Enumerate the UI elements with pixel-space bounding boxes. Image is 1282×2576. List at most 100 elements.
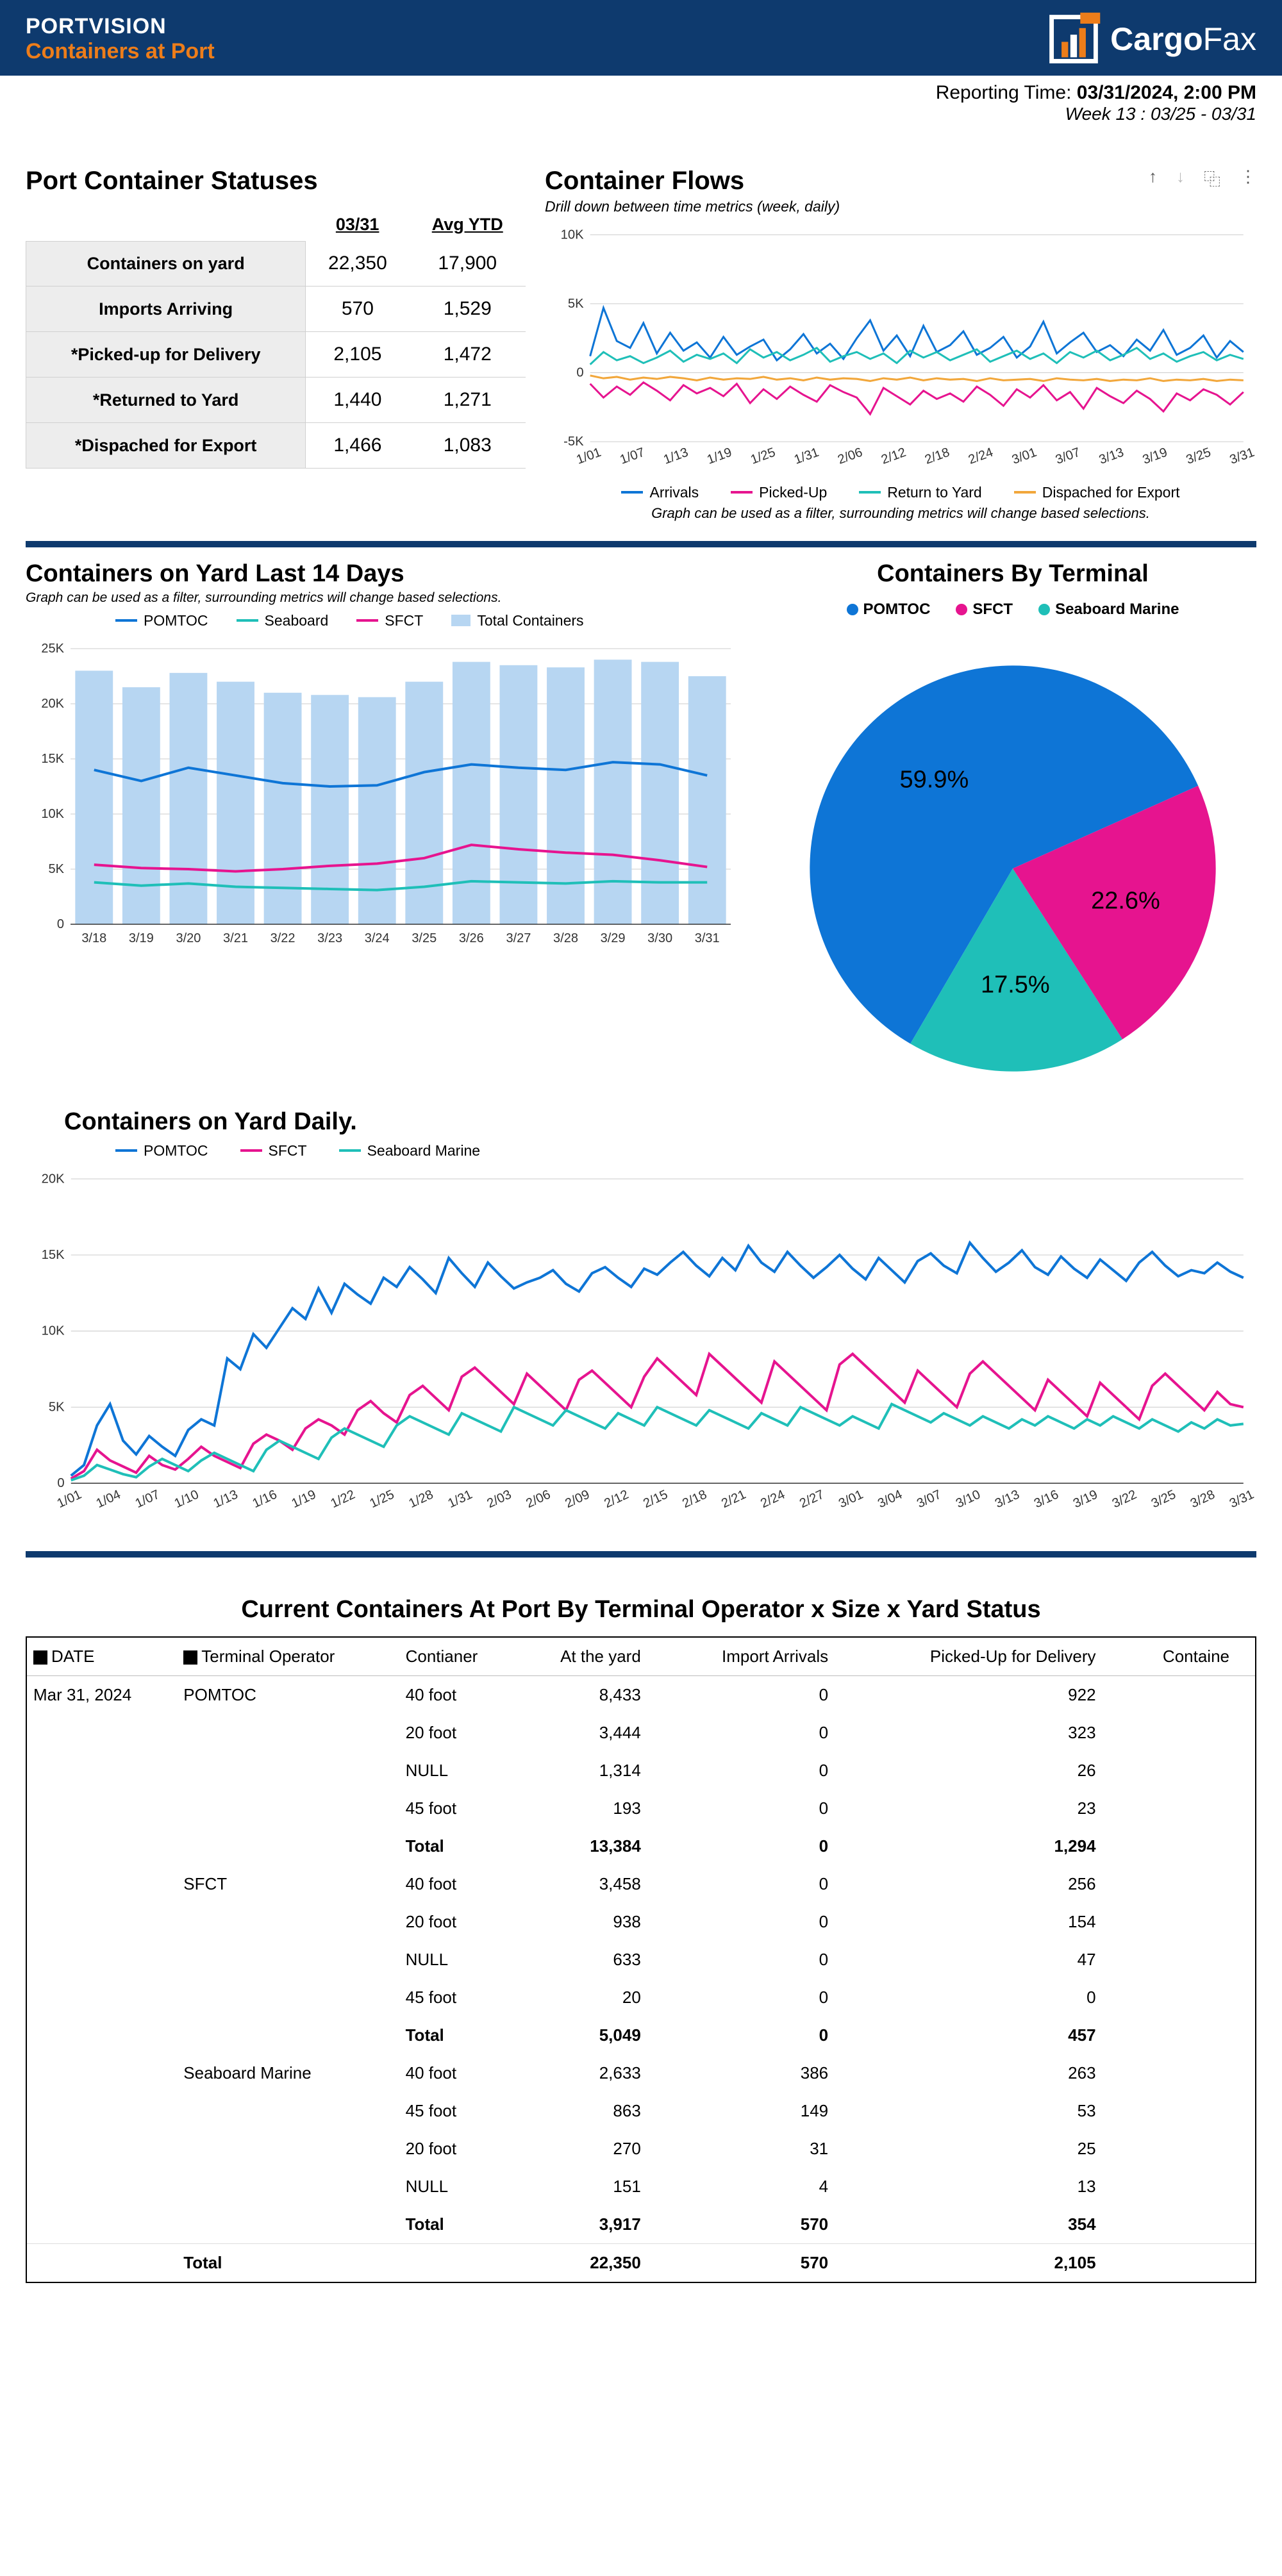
table-row: 20 foot 938 0 154 — [27, 1903, 1255, 1941]
svg-text:3/20: 3/20 — [176, 931, 201, 945]
flows-toolbar: ↑ ↓ ⿻ ⋮ — [1149, 167, 1256, 190]
big-table-title: Current Containers At Port By Terminal O… — [26, 1596, 1256, 1624]
status-row-v1: 22,350 — [306, 241, 410, 287]
pie-title: Containers By Terminal — [769, 560, 1256, 588]
legend-item[interactable]: Seaboard — [237, 612, 329, 629]
svg-text:25K: 25K — [41, 642, 64, 656]
table-row: SFCT 40 foot 3,458 0 256 — [27, 1865, 1255, 1903]
status-row-label: *Picked-up for Delivery — [26, 332, 306, 378]
report-week: Week 13 : 03/25 - 03/31 — [26, 104, 1256, 124]
app-title: PORTVISION — [26, 14, 215, 39]
legend-item[interactable]: Total Containers — [451, 612, 583, 629]
pie-legend-item[interactable]: SFCT — [956, 601, 1013, 619]
flows-chart[interactable]: -5K05K10K1/011/071/131/191/251/312/062/1… — [545, 215, 1256, 474]
svg-text:1/07: 1/07 — [618, 445, 646, 467]
flows-subtitle: Drill down between time metrics (week, d… — [545, 198, 840, 215]
drill-up-icon[interactable]: ↑ — [1149, 167, 1157, 190]
logo-text: CargoFax — [1110, 21, 1256, 58]
svg-text:1/10: 1/10 — [172, 1488, 201, 1511]
expand-icon[interactable]: ⿻ — [1204, 167, 1220, 190]
svg-text:10K: 10K — [42, 1324, 65, 1338]
legend-item[interactable]: Dispached for Export — [1014, 484, 1180, 501]
pie-legend-item[interactable]: Seaboard Marine — [1038, 601, 1179, 619]
table-row: 20 foot 270 31 25 — [27, 2130, 1255, 2168]
svg-text:1/13: 1/13 — [662, 445, 690, 467]
table-subtotal-row: Total 3,917 570 354 — [27, 2206, 1255, 2244]
svg-text:3/22: 3/22 — [271, 931, 296, 945]
legend-item[interactable]: Return to Yard — [859, 484, 981, 501]
svg-text:10K: 10K — [41, 807, 64, 821]
flows-legend: Arrivals Picked-Up Return to Yard Dispached… — [545, 484, 1256, 501]
table-row: 45 foot 863 149 53 — [27, 2092, 1255, 2130]
legend-item[interactable]: Arrivals — [621, 484, 699, 501]
legend-item[interactable]: POMTOC — [115, 1142, 208, 1159]
svg-text:3/23: 3/23 — [317, 931, 342, 945]
report-time: Reporting Time: 03/31/2024, 2:00 PM Week… — [0, 76, 1282, 128]
table-header[interactable]: Containe — [1122, 1638, 1255, 1676]
svg-text:1/25: 1/25 — [749, 445, 777, 467]
svg-text:3/01: 3/01 — [837, 1488, 865, 1511]
table-row: NULL 151 4 13 — [27, 2168, 1255, 2206]
svg-text:2/06: 2/06 — [524, 1488, 553, 1511]
svg-text:2/12: 2/12 — [879, 445, 908, 467]
table-header[interactable]: Picked-Up for Delivery — [854, 1638, 1121, 1676]
table-subtotal-row: Total 5,049 0 457 — [27, 2016, 1255, 2054]
table-row: Mar 31, 2024 POMTOC 40 foot 8,433 0 922 — [27, 1675, 1255, 1714]
pie-legend-item[interactable]: POMTOC — [847, 601, 931, 619]
legend-item[interactable]: Seaboard Marine — [339, 1142, 480, 1159]
flows-panel: Container Flows Drill down between time … — [545, 167, 1256, 522]
svg-text:2/15: 2/15 — [641, 1488, 670, 1511]
table-grandtotal-row: Total 22,350 570 2,105 — [27, 2243, 1255, 2282]
table-header[interactable]: DATE — [27, 1638, 177, 1676]
daily-chart[interactable]: 05K10K15K20K1/011/041/071/101/131/161/19… — [26, 1166, 1256, 1529]
svg-text:2/27: 2/27 — [797, 1488, 826, 1511]
svg-text:3/24: 3/24 — [365, 931, 390, 945]
svg-text:-5K: -5K — [563, 435, 584, 449]
drill-down-icon[interactable]: ↓ — [1176, 167, 1185, 190]
table-header[interactable]: At the yard — [514, 1638, 667, 1676]
svg-text:3/22: 3/22 — [1110, 1488, 1139, 1511]
status-row-label: Imports Arriving — [26, 287, 306, 332]
svg-text:3/29: 3/29 — [601, 931, 626, 945]
legend-item[interactable]: POMTOC — [115, 612, 208, 629]
report-time-label: Reporting Time: — [936, 82, 1072, 103]
svg-text:15K: 15K — [42, 1248, 65, 1262]
svg-text:20K: 20K — [41, 697, 64, 711]
legend-item[interactable]: SFCT — [240, 1142, 307, 1159]
status-row-v1: 1,466 — [306, 423, 410, 469]
svg-text:1/19: 1/19 — [705, 445, 733, 467]
status-row-label: Containers on yard — [26, 241, 306, 287]
table-header[interactable]: Import Arrivals — [667, 1638, 854, 1676]
table-row: NULL 633 0 47 — [27, 1941, 1255, 1979]
svg-text:3/07: 3/07 — [1054, 445, 1082, 467]
table-header[interactable]: Contianer — [399, 1638, 515, 1676]
svg-text:3/07: 3/07 — [915, 1488, 944, 1511]
svg-text:1/13: 1/13 — [212, 1488, 240, 1511]
table-header[interactable]: Terminal Operator — [177, 1638, 399, 1676]
status-row-v1: 1,440 — [306, 378, 410, 423]
legend-item[interactable]: Picked-Up — [731, 484, 827, 501]
yard14-panel: Containers on Yard Last 14 Days Graph ca… — [26, 560, 744, 1083]
svg-text:1/28: 1/28 — [406, 1488, 435, 1511]
svg-text:1/31: 1/31 — [445, 1488, 474, 1511]
legend-item[interactable]: SFCT — [356, 612, 423, 629]
page-subtitle: Containers at Port — [26, 39, 215, 64]
logo-text-bold: Cargo — [1110, 21, 1203, 57]
svg-text:5K: 5K — [49, 862, 65, 876]
flows-note: Graph can be used as a filter, surroundi… — [545, 505, 1256, 522]
status-row-v2: 17,900 — [409, 241, 526, 287]
status-col1: 03/31 — [306, 208, 410, 241]
table-subtotal-row: Total 13,384 0 1,294 — [27, 1827, 1255, 1865]
svg-text:3/16: 3/16 — [1032, 1488, 1061, 1511]
pie-chart[interactable]: 59.9%17.5%22.6% — [769, 625, 1256, 1079]
more-icon[interactable]: ⋮ — [1240, 167, 1256, 190]
svg-text:3/13: 3/13 — [1097, 445, 1126, 467]
flows-title: Container Flows — [545, 167, 840, 195]
status-row-label: *Returned to Yard — [26, 378, 306, 423]
header-titles: PORTVISION Containers at Port — [26, 14, 215, 64]
svg-text:2/21: 2/21 — [719, 1488, 748, 1511]
yard14-chart[interactable]: 05K10K15K20K25K3/183/193/203/213/223/233… — [26, 636, 744, 956]
svg-text:3/19: 3/19 — [1141, 445, 1169, 467]
svg-text:1/19: 1/19 — [290, 1488, 319, 1511]
divider — [26, 541, 1256, 547]
